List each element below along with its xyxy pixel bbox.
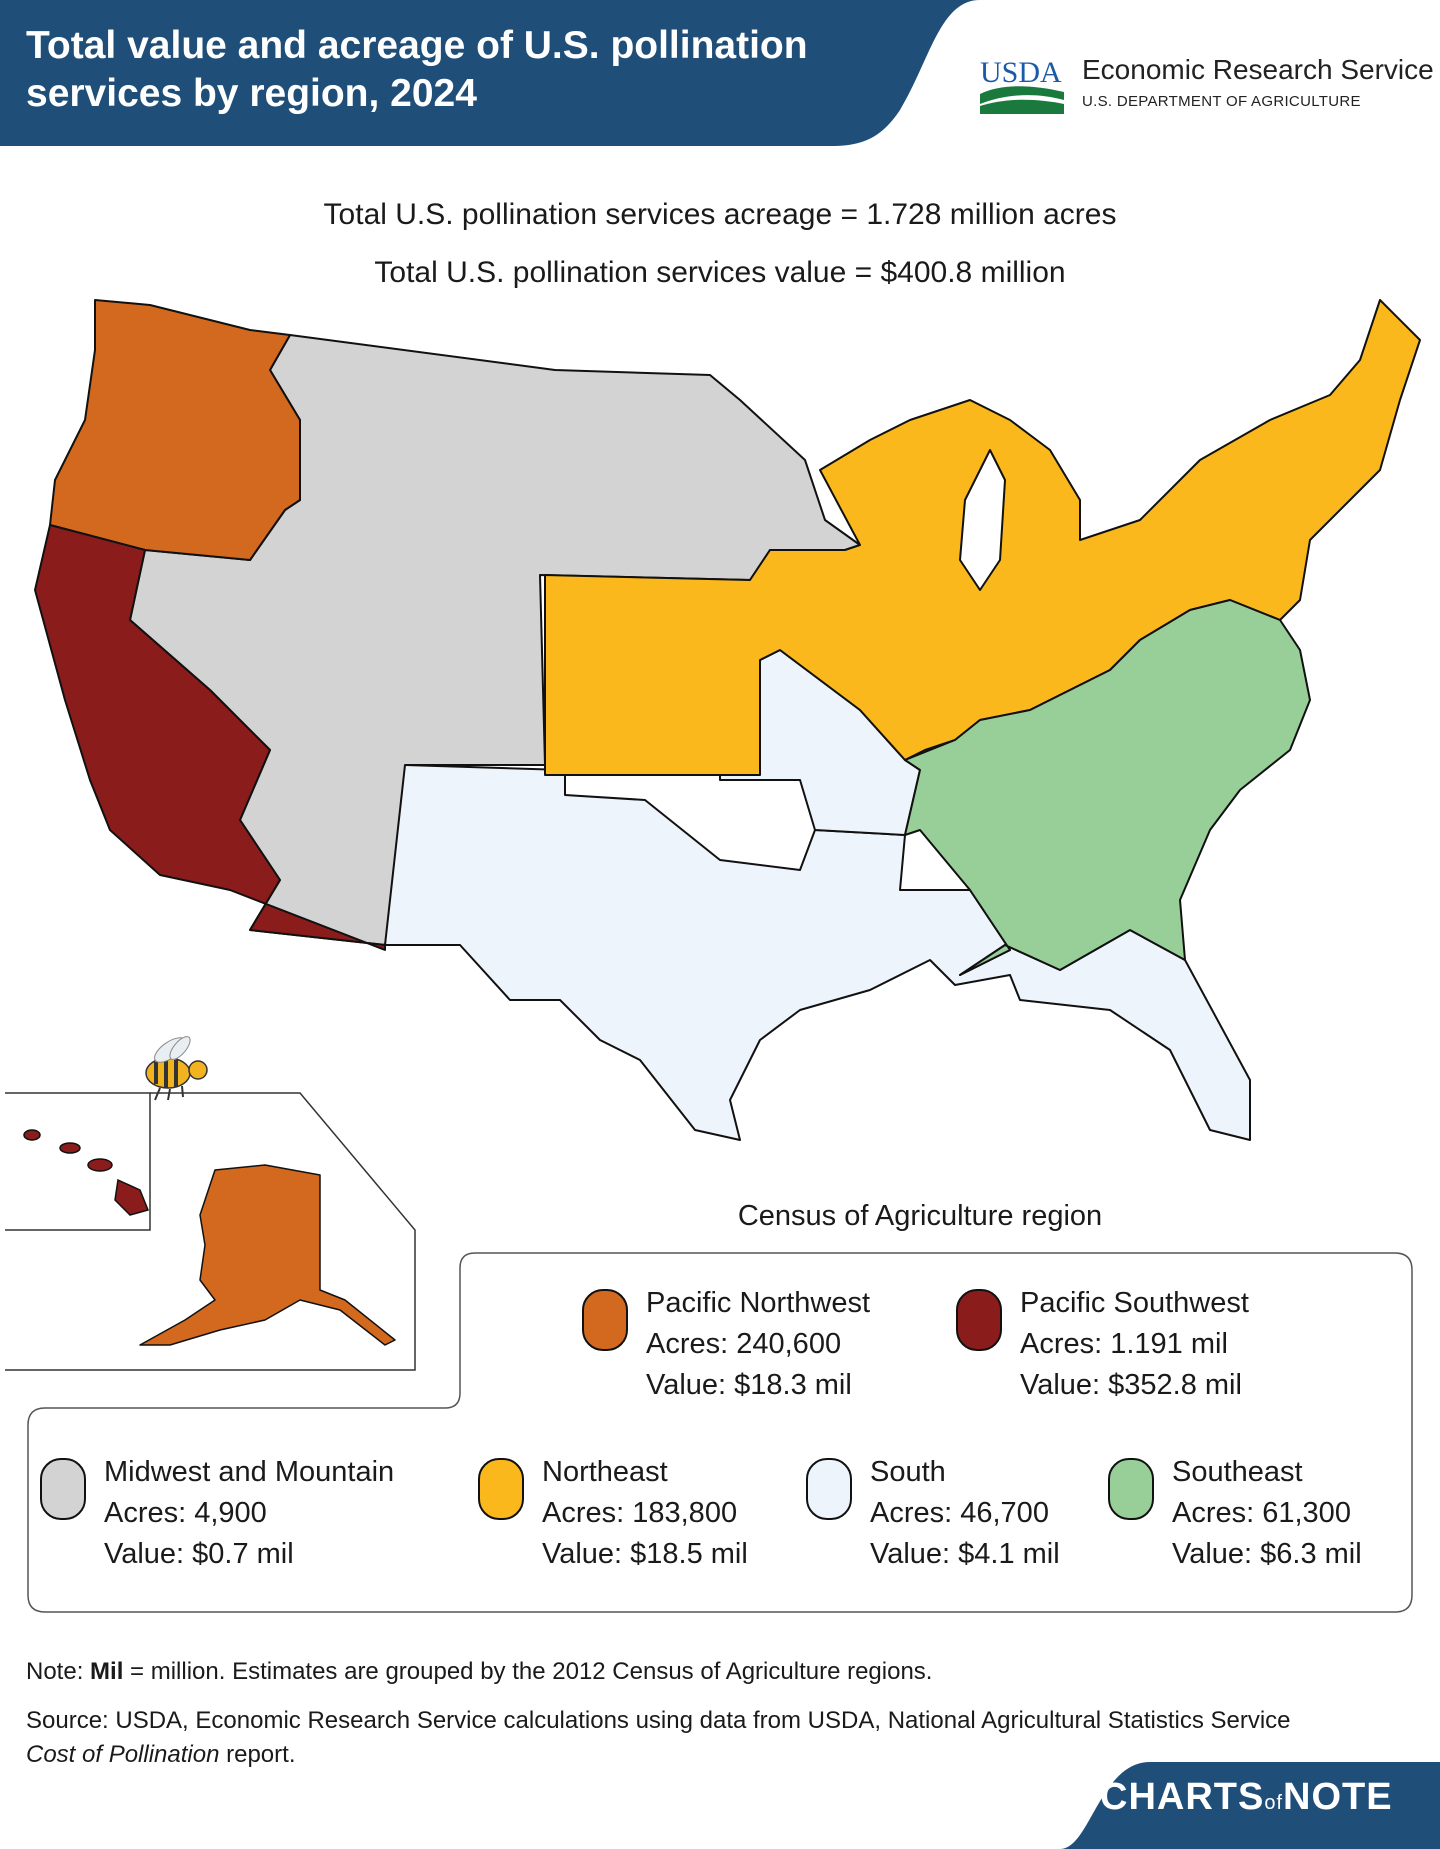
source-prefix: Source: USDA, Economic Research Service … <box>26 1707 1291 1734</box>
legend-region-name: Pacific Northwest <box>646 1287 871 1319</box>
legend-value: Value: $4.1 mil <box>870 1538 1060 1570</box>
note-prefix: Note: <box>26 1658 91 1685</box>
legend-region-name: Southeast <box>1172 1456 1303 1488</box>
header-background <box>0 0 1440 146</box>
legend-region-name: South <box>870 1456 946 1488</box>
legend-border <box>27 1252 1413 1613</box>
note-bold-term: Mil <box>90 1658 124 1685</box>
agency-name: Economic Research Service <box>1082 54 1434 85</box>
legend-value: Value: $18.5 mil <box>542 1538 748 1570</box>
charts-of-note-logo: CHARTSofNOTE <box>1100 1776 1393 1818</box>
legend-swatch-pacific-southwest <box>956 1289 1002 1351</box>
legend-swatch-northeast <box>478 1458 524 1520</box>
legend-region-name: Midwest and Mountain <box>104 1456 395 1488</box>
note-text: Note: Mil = million. Estimates are group… <box>26 1658 932 1686</box>
hawaii-island-2 <box>59 1142 81 1154</box>
legend-acres: Acres: 46,700 <box>870 1497 1049 1529</box>
usda-logo-text: USDA <box>980 56 1062 89</box>
legend-value: Value: $18.3 mil <box>646 1369 852 1401</box>
chart-title: Total value and acreage of U.S. pollinat… <box>26 24 808 115</box>
source-text: Source: USDA, Economic Research Service … <box>26 1704 1306 1772</box>
hawaii-island-big <box>114 1178 150 1216</box>
legend-swatch-southeast <box>1108 1458 1154 1520</box>
source-suffix: report. <box>219 1741 296 1768</box>
total-value: Total U.S. pollination services value = … <box>374 256 1066 289</box>
legend-value: Value: $6.3 mil <box>1172 1538 1362 1570</box>
legend-acres: Acres: 1.191 mil <box>1020 1328 1228 1360</box>
alaska <box>139 1164 396 1346</box>
legend-value: Value: $0.7 mil <box>104 1538 294 1570</box>
legend-acres: Acres: 240,600 <box>646 1328 842 1360</box>
inset-frame-hawaii <box>5 1092 151 1231</box>
legend-acres: Acres: 61,300 <box>1172 1497 1351 1529</box>
header-banner: Total value and acreage of U.S. pollinat… <box>0 0 1440 146</box>
us-region-map <box>5 299 1421 1371</box>
department-name: U.S. DEPARTMENT OF AGRICULTURE <box>1082 93 1361 110</box>
legend-value: Value: $352.8 mil <box>1020 1369 1242 1401</box>
legend-region-name: Northeast <box>542 1456 668 1488</box>
legend-acres: Acres: 183,800 <box>542 1497 738 1529</box>
inset-frame-alaska <box>5 1092 416 1371</box>
region-pacific-southwest <box>34 524 386 951</box>
note-rest: = million. Estimates are grouped by the … <box>123 1658 933 1685</box>
legend-region-name: Pacific Southwest <box>1020 1287 1249 1319</box>
hawaii-island-1 <box>23 1129 41 1141</box>
region-southeast <box>904 599 1311 976</box>
source-report-title: Cost of Pollination <box>26 1741 220 1768</box>
legend-swatch-pacific-northwest <box>582 1289 628 1351</box>
legend-title: Census of Agriculture region <box>737 1200 1103 1232</box>
bee-illustration <box>145 1036 208 1101</box>
hawaii-island-3 <box>87 1158 113 1172</box>
legend-acres: Acres: 4,900 <box>104 1497 267 1529</box>
legend-swatch-midwest-mountain <box>40 1458 86 1520</box>
usda-logo: USDA <box>980 56 1064 114</box>
region-pacific-northwest <box>49 299 301 561</box>
legend-swatch-south <box>806 1458 852 1520</box>
total-acreage: Total U.S. pollination services acreage … <box>323 198 1117 231</box>
footer-tab <box>1060 1762 1440 1849</box>
lake-michigan <box>959 449 1006 591</box>
